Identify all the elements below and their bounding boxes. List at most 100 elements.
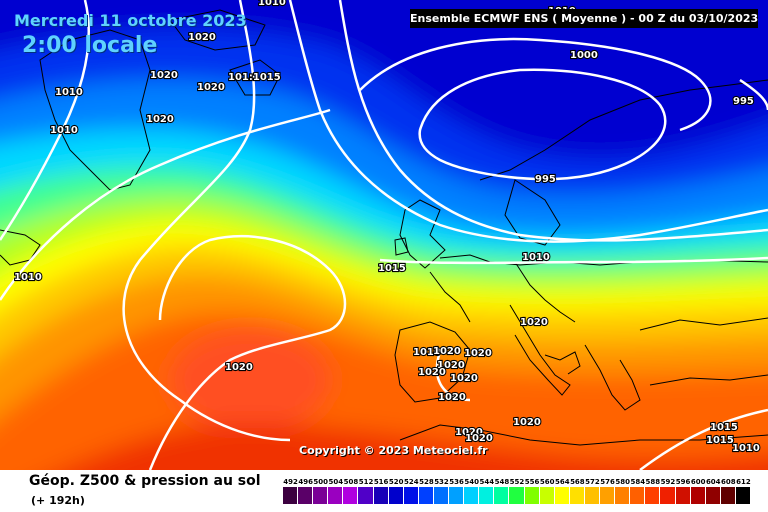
scale-tick-label: 564 [554, 478, 570, 486]
scale-tick-label: 556 [524, 478, 540, 486]
scale-tick-label: 500 [313, 478, 329, 486]
isobar-label: 1020 [465, 433, 493, 444]
scale-tick-label: 596 [675, 478, 691, 486]
legend-footer: Géop. Z500 & pression au sol (+ 192h) 49… [0, 470, 768, 512]
scale-color-cell [720, 487, 735, 504]
scale-tick-label: 568 [570, 478, 585, 486]
scale-color-cell [418, 487, 433, 504]
scale-tick-label: 492 [283, 478, 298, 486]
scale-color-cell [675, 487, 690, 504]
scale-color-cell [479, 487, 494, 504]
isobar-label: 995 [535, 174, 556, 185]
scale-tick-label: 548 [494, 478, 510, 486]
scale-tick-label: 592 [660, 478, 676, 486]
chart-title: Géop. Z500 & pression au sol [29, 473, 261, 489]
isobar-label: 1020 [418, 367, 446, 378]
isobar-label: 1010 [14, 272, 42, 283]
copyright-text: Copyright © 2023 Meteociel.fr [299, 444, 488, 457]
scale-color-cell [645, 487, 660, 504]
scale-tick-label: 552 [509, 478, 525, 486]
scale-tick-label: 572 [585, 478, 600, 486]
scale-tick-label: 612 [736, 478, 751, 486]
scale-color-cell [630, 487, 645, 504]
scale-tick-label: 544 [479, 478, 495, 486]
scale-tick-label: 512 [358, 478, 374, 486]
scale-tick-label: 608 [721, 478, 736, 486]
scale-color-cell [298, 487, 313, 504]
isobar-label: 1015 [710, 422, 738, 433]
isobar-label: 1020 [146, 114, 174, 125]
isobar-label: 101:1015 [228, 72, 281, 83]
isobar-label: 1020 [150, 70, 178, 81]
scale-tick-label: 576 [600, 478, 615, 486]
isobar-label: 1010 [55, 87, 83, 98]
forecast-date: Mercredi 11 octobre 2023 [14, 11, 247, 30]
isobar-label: 1010 [258, 0, 286, 8]
isobar-label: 1020 [450, 373, 478, 384]
isobar-label: 1020 [438, 392, 466, 403]
isobar-label: 1020 [464, 348, 492, 359]
isobar-label: 1010 [522, 252, 550, 263]
scale-color-cell [388, 487, 403, 504]
geopotential-field [0, 0, 768, 470]
isobar-label: 1015 [378, 263, 406, 274]
scale-tick-label: 604 [705, 478, 721, 486]
scale-color-cell [539, 487, 554, 504]
isobar-label: 1020 [188, 32, 216, 43]
isobar-label: 1020 [197, 82, 225, 93]
isobar-label: 1020 [225, 362, 253, 373]
scale-tick-label: 524 [404, 478, 419, 486]
scale-color-cell [524, 487, 539, 504]
scale-color-cell [313, 487, 328, 504]
scale-tick-label: 588 [645, 478, 661, 486]
isobar-label: 1020 [455, 427, 483, 438]
isobar-label: 1020 [513, 417, 541, 428]
scale-color-cell [449, 487, 464, 504]
scale-tick-label: 532 [434, 478, 449, 486]
scale-tick-label: 516 [373, 478, 389, 486]
isobar-label: 1010 [732, 443, 760, 454]
scale-color-cell [509, 487, 524, 504]
scale-color-cell [358, 487, 373, 504]
scale-color-cell [615, 487, 630, 504]
scale-color-cell [403, 487, 418, 504]
map-area: 1020 1020 1020 101:1015 1010 1010 1020 1… [0, 0, 768, 470]
scale-tick-label: 560 [539, 478, 555, 486]
scale-color-cell [554, 487, 569, 504]
scale-tick-label: 520 [388, 478, 404, 486]
isobar-label: 1010 [50, 125, 78, 136]
scale-color-cell [328, 487, 343, 504]
scale-color-cell [343, 487, 358, 504]
isobar-label: 1000 [570, 50, 598, 61]
scale-tick-label: 528 [419, 478, 434, 486]
coastlines [0, 9, 768, 446]
isobar-label: 1020 [437, 360, 465, 371]
scale-color-cell [584, 487, 600, 504]
scale-tick-label: 536 [449, 478, 464, 486]
scale-color-cell [690, 487, 705, 504]
color-scale: 492 496 500 504 508 512 516 520 524 528 532 536 540 5… [283, 478, 751, 506]
scale-tick-label: 580 [615, 478, 630, 486]
scale-color-cell [660, 487, 675, 504]
scale-color-cell [494, 487, 509, 504]
isobar-label: 1020 [520, 317, 548, 328]
isobar-labels: 1020 1020 1020 101:1015 1010 1010 1020 1… [13, 0, 761, 455]
scale-tick-label: 508 [343, 478, 359, 486]
isobar-label: 1020 [433, 346, 461, 357]
scale-color-cell [373, 487, 388, 504]
scale-tick-label: 600 [690, 478, 706, 486]
scale-color-cell [283, 487, 298, 504]
run-info-banner: Ensemble ECMWF ENS ( Moyenne ) - 00 Z du… [410, 9, 758, 28]
isobar-label: 1015 [706, 435, 734, 446]
forecast-time: 2:00 locale [22, 33, 158, 58]
scale-color-cell [464, 487, 479, 504]
forecast-range: (+ 192h) [31, 494, 85, 507]
scale-color-cell [433, 487, 449, 504]
geopotential-map: 1020 1020 1020 101:1015 1010 1010 1020 1… [0, 0, 768, 470]
scale-color-cell [569, 487, 584, 504]
scale-color-cell [705, 487, 720, 504]
scale-tick-label: 540 [464, 478, 480, 486]
scale-color-cell [735, 487, 750, 504]
scale-color-cell [600, 487, 615, 504]
